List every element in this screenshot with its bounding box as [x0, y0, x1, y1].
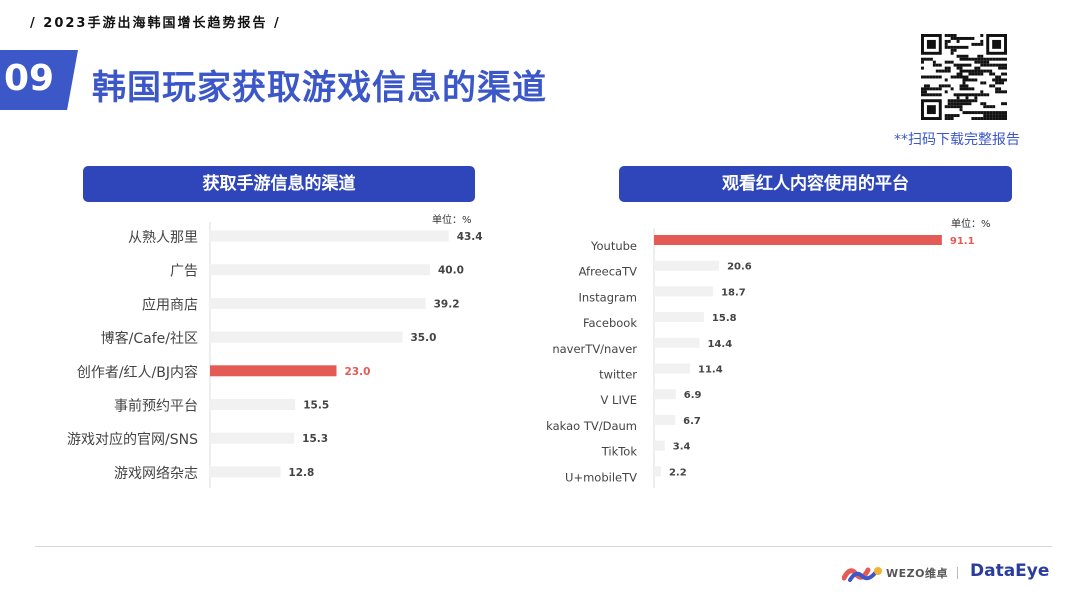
category-label: AfreecaTV: [579, 265, 638, 279]
value-label: 40.0: [438, 265, 464, 277]
bar: [210, 331, 403, 343]
page-number: 09: [4, 58, 55, 99]
category-label: kakao TV/Daum: [546, 419, 637, 433]
category-label: 博客/Cafe/社区: [101, 330, 198, 347]
category-label: 游戏网络杂志: [114, 466, 198, 482]
page-number-badge: [0, 50, 78, 110]
footer-divider: [35, 546, 1052, 547]
value-label: 39.2: [434, 298, 460, 310]
bar: [654, 286, 714, 297]
left-chart-unit: 单位：%: [432, 215, 472, 226]
bar: [210, 399, 296, 410]
value-label: 2.2: [669, 467, 687, 478]
category-label: Youtube: [590, 239, 637, 253]
value-label: 14.4: [708, 339, 733, 350]
category-label: twitter: [599, 368, 637, 382]
value-label: 18.7: [721, 287, 746, 298]
value-label: 43.4: [457, 231, 483, 243]
value-label: 15.5: [303, 400, 329, 412]
value-label: 23.0: [345, 366, 371, 378]
left-bar-chart: 从熟人那里 43.4 广告 40.0 应用商店 39.2 博客/Cafe/社区 35.0 创作者…: [67, 222, 483, 488]
category-label: Instagram: [578, 290, 637, 304]
page-title: 韩国玩家获取游戏信息的渠道: [92, 68, 547, 108]
right-chart-title: 观看红人内容使用的平台: [619, 166, 1012, 202]
bar: [210, 432, 295, 444]
qr-code-icon[interactable]: [921, 34, 1007, 120]
category-label: Facebook: [583, 316, 637, 330]
left-chart-title: 获取手游信息的渠道: [83, 166, 475, 202]
bar: [210, 466, 281, 478]
wezo-brand-text: WEZO维卓: [886, 567, 948, 580]
category-label: 从熟人那里: [128, 230, 198, 246]
bar: [210, 230, 449, 242]
wezo-logo-icon: [842, 567, 882, 582]
value-label: 20.6: [727, 262, 752, 273]
category-label: 事前预约平台: [114, 398, 198, 415]
bar: [210, 297, 426, 309]
highlight-bar: [210, 365, 337, 377]
value-label: 11.4: [698, 365, 723, 376]
value-label: 15.3: [302, 433, 328, 445]
right-bar-chart: Youtube 91.1 AfreecaTV 20.6 Instagram 18.7 Fac…: [546, 228, 975, 488]
category-label: 创作者/红人/BJ内容: [77, 364, 198, 381]
bar: [654, 440, 665, 451]
logo-separator: [957, 567, 958, 579]
category-label: 游戏对应的官网/SNS: [67, 431, 198, 448]
bar: [654, 363, 691, 374]
bar: [654, 414, 676, 425]
value-label: 15.8: [712, 313, 737, 324]
value-label: 6.7: [683, 416, 701, 427]
category-label: V LIVE: [601, 393, 637, 407]
value-label: 6.9: [684, 390, 702, 401]
highlight-bar: [654, 235, 942, 245]
category-label: 应用商店: [142, 296, 198, 313]
value-label: 91.1: [950, 236, 975, 247]
bar: [654, 337, 700, 348]
value-label: 3.4: [673, 442, 691, 453]
qr-caption: **扫码下载完整报告: [894, 132, 1020, 148]
value-label: 12.8: [288, 467, 314, 479]
category-label: TikTok: [601, 445, 638, 459]
right-chart-unit: 单位：%: [951, 219, 991, 230]
category-label: 广告: [170, 264, 198, 280]
bar: [654, 466, 661, 477]
value-label: 35.0: [411, 332, 437, 344]
category-label: naverTV/naver: [552, 342, 637, 356]
category-label: U+mobileTV: [565, 470, 637, 484]
bar: [210, 264, 430, 276]
bar: [654, 312, 704, 323]
report-header-line: / 2023手游出海韩国增长趋势报告 /: [30, 16, 281, 31]
bar: [654, 260, 720, 271]
dataeye-logo: DataEye: [970, 561, 1050, 581]
bar: [654, 389, 676, 400]
